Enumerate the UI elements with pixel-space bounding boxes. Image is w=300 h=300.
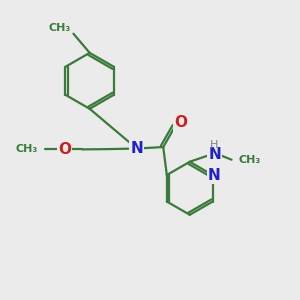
Text: CH₃: CH₃: [16, 144, 38, 154]
Text: N: N: [208, 167, 220, 182]
Text: H: H: [210, 140, 218, 150]
Text: N: N: [130, 141, 143, 156]
Text: O: O: [174, 116, 187, 130]
Text: CH₃: CH₃: [49, 23, 71, 33]
Text: CH₃: CH₃: [238, 155, 261, 165]
Text: O: O: [58, 142, 71, 157]
Text: N: N: [208, 147, 221, 162]
